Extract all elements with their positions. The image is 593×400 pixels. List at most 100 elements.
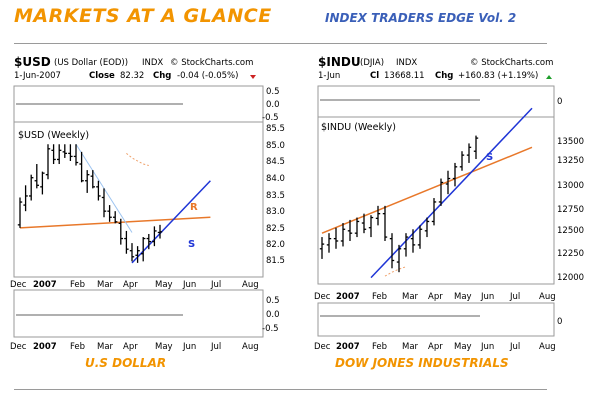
- dow-support-label: S: [486, 152, 493, 163]
- dow-price-bar: [319, 237, 325, 259]
- usd-price-bar: [85, 170, 90, 193]
- usd-y-tick-label: 83.0: [266, 207, 285, 217]
- usd-x-tick-label: Apr: [123, 342, 138, 352]
- usd-top-tick-2: 0.0: [266, 100, 280, 110]
- usd-price-bar: [146, 233, 151, 250]
- usd-date: 1-Jun-2007: [14, 71, 61, 81]
- usd-close-value: 82.32: [120, 71, 144, 81]
- usd-y-tick-label: 84.0: [266, 174, 285, 184]
- usd-x-tick-label: Mar: [97, 342, 114, 352]
- usd-x-tick-label: Jul: [210, 280, 221, 290]
- dow-price-bar: [431, 198, 437, 226]
- dow-y-tick-label: 12250: [557, 249, 584, 259]
- page-title: MARKETS AT A GLANCE: [14, 5, 272, 27]
- usd-price-bar: [118, 218, 123, 245]
- dow-x-tick-label: Mar: [402, 292, 419, 302]
- dow-y-tick-label: 13000: [557, 181, 584, 191]
- usd-source: © StockCharts.com: [170, 58, 253, 68]
- dow-up-arrow-icon: [546, 75, 552, 79]
- usd-x-tick-label: Jun: [182, 342, 196, 352]
- usd-price-bar: [129, 243, 135, 262]
- usd-x-tick-label: Apr: [123, 280, 138, 290]
- usd-price-bar: [96, 180, 101, 201]
- usd-top-tick-3: -0.5: [262, 113, 279, 123]
- dow-main-panel: [317, 116, 555, 285]
- dow-price-bar: [326, 233, 332, 253]
- usd-price-bar: [57, 144, 62, 165]
- dow-price-bar: [333, 227, 339, 249]
- dow-price-bar: [445, 170, 451, 195]
- top-divider: [14, 43, 547, 44]
- dow-x-tick-label: 2007: [336, 292, 360, 302]
- usd-price-bar: [51, 144, 56, 165]
- usd-x-tick-label: May: [155, 280, 173, 290]
- usd-top-tick-1: 0.5: [266, 87, 280, 97]
- dow-x-tick-label: Apr: [428, 292, 443, 302]
- usd-chg-value: -0.04 (-0.05%): [177, 71, 238, 81]
- usd-bottom-tick-2: 0.0: [266, 310, 280, 320]
- dow-x-tick-label: May: [454, 342, 472, 352]
- usd-price-bar: [124, 230, 129, 254]
- usd-x-tick-label: Feb: [70, 342, 85, 352]
- dow-price-bar: [375, 205, 381, 226]
- dow-inner-label: $INDU (Weekly): [321, 122, 396, 133]
- dow-price-bar: [347, 219, 353, 241]
- dow-x-tick-label: Apr: [428, 342, 443, 352]
- dow-date: 1-Jun: [318, 71, 340, 81]
- usd-down-arrow-icon: [250, 75, 256, 79]
- usd-y-tick-label: 84.5: [266, 157, 285, 167]
- dow-x-tick-label: Aug: [539, 342, 556, 352]
- dow-x-tick-label: Jul: [509, 342, 520, 352]
- dow-bottom-panel: [317, 302, 555, 337]
- dow-moving-average: [384, 266, 407, 277]
- usd-name: (US Dollar (EOD)): [54, 58, 128, 68]
- usd-price-bar: [23, 185, 28, 212]
- dow-price-bar: [403, 233, 409, 257]
- usd-symbol: $USD: [14, 55, 51, 69]
- dow-price-bar: [473, 135, 479, 160]
- usd-price-bar: [107, 205, 112, 222]
- usd-price-bar: [40, 171, 45, 195]
- dow-price-bar: [417, 225, 423, 249]
- dow-x-tick-label: Aug: [539, 292, 556, 302]
- dow-x-tick-label: Feb: [372, 342, 387, 352]
- dow-x-tick-label: 2007: [336, 342, 360, 352]
- usd-chg-label: Chg: [153, 71, 171, 81]
- dow-y-tick-label: 13250: [557, 156, 584, 166]
- usd-close-label: Close: [89, 71, 115, 81]
- dow-source: © StockCharts.com: [470, 58, 553, 68]
- usd-price-bar: [68, 144, 73, 161]
- usd-x-tick-label: May: [155, 342, 173, 352]
- dow-price-bar: [368, 215, 374, 238]
- usd-bottom-panel: [13, 289, 264, 338]
- usd-support-trendline-1: [131, 180, 211, 264]
- dow-close-label: Cl: [370, 71, 379, 81]
- dow-price-bar: [459, 151, 465, 171]
- dow-name: (DJIA): [360, 58, 384, 68]
- usd-y-tick-label: 83.5: [266, 191, 285, 201]
- dow-price-bar: [340, 223, 346, 247]
- usd-x-tick-label: Dec: [10, 342, 27, 352]
- dow-caption: DOW JONES INDUSTRIALS: [335, 356, 509, 370]
- dow-y-tick-label: 12500: [557, 226, 584, 236]
- dow-x-tick-label: Jun: [480, 292, 494, 302]
- usd-x-tick-label: Aug: [242, 342, 259, 352]
- dow-price-bar: [382, 205, 388, 241]
- usd-x-tick-label: Aug: [242, 280, 259, 290]
- usd-price-bar: [152, 226, 157, 247]
- usd-support-label: S: [188, 239, 195, 250]
- usd-inner-label: $USD (Weekly): [18, 130, 89, 141]
- dow-y-tick-label: 13500: [557, 137, 584, 147]
- dow-top-tick-1: 0: [557, 97, 562, 107]
- usd-bottom-tick-1: 0.5: [266, 296, 280, 306]
- usd-price-bar: [141, 237, 146, 262]
- usd-price-bar: [157, 224, 163, 239]
- usd-price-bar: [79, 151, 84, 183]
- usd-moving-average: [126, 153, 149, 166]
- usd-x-tick-label: Mar: [97, 280, 114, 290]
- usd-y-tick-label: 82.0: [266, 240, 285, 250]
- dow-top-panel: [317, 85, 555, 118]
- dow-x-tick-label: Mar: [402, 342, 419, 352]
